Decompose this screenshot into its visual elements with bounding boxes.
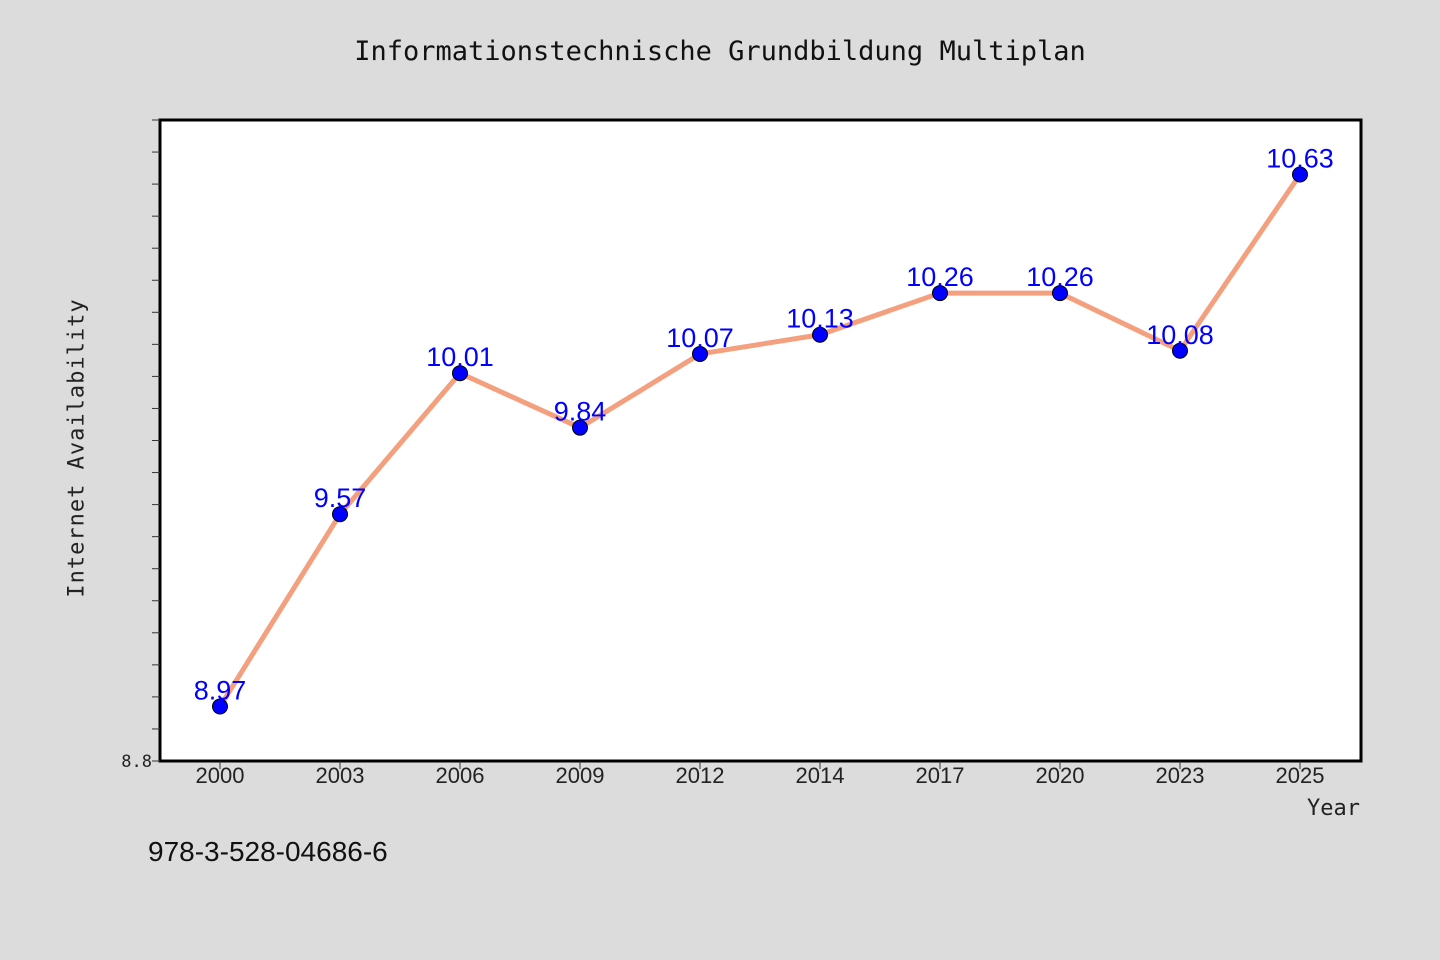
isbn-footnote: 978-3-528-04686-6 [148, 836, 388, 867]
x-tick-label: 2023 [1156, 763, 1205, 788]
data-label: 10.13 [786, 304, 854, 334]
data-point [212, 698, 228, 715]
y-tick-label: 8.8 [121, 752, 152, 772]
x-tick-label: 2003 [316, 763, 365, 788]
data-label: 10.26 [906, 262, 974, 292]
data-point [1172, 342, 1188, 359]
data-label: 9.57 [314, 483, 367, 513]
x-tick-label: 2014 [796, 763, 845, 788]
data-label: 10.26 [1026, 262, 1094, 292]
data-label: 10.63 [1266, 143, 1334, 173]
x-tick-label: 2020 [1036, 763, 1085, 788]
data-point [692, 345, 708, 362]
data-point [332, 506, 348, 523]
x-tick-label: 2017 [916, 763, 965, 788]
series-line [217, 171, 1303, 710]
data-label: 10.07 [666, 323, 734, 353]
x-tick-label: 2000 [196, 763, 245, 788]
x-tick-label: 2025 [1276, 763, 1325, 788]
x-tick-label: 2009 [556, 763, 605, 788]
plot-area [158, 118, 1363, 763]
data-point [1052, 285, 1068, 302]
chart-title: Informationstechnische Grundbildung Mult… [354, 36, 1086, 67]
data-point [812, 326, 828, 343]
data-point [572, 419, 588, 436]
data-label: 10.01 [426, 342, 494, 372]
data-point [1292, 166, 1308, 183]
x-axis-label: Year [1307, 796, 1360, 821]
data-point [452, 365, 468, 382]
x-tick-label: 2012 [676, 763, 725, 788]
data-point [932, 285, 948, 302]
data-label: 8.97 [194, 676, 247, 706]
data-label: 9.84 [554, 397, 607, 427]
data-label: 10.08 [1146, 320, 1214, 350]
x-tick-label: 2006 [436, 763, 485, 788]
